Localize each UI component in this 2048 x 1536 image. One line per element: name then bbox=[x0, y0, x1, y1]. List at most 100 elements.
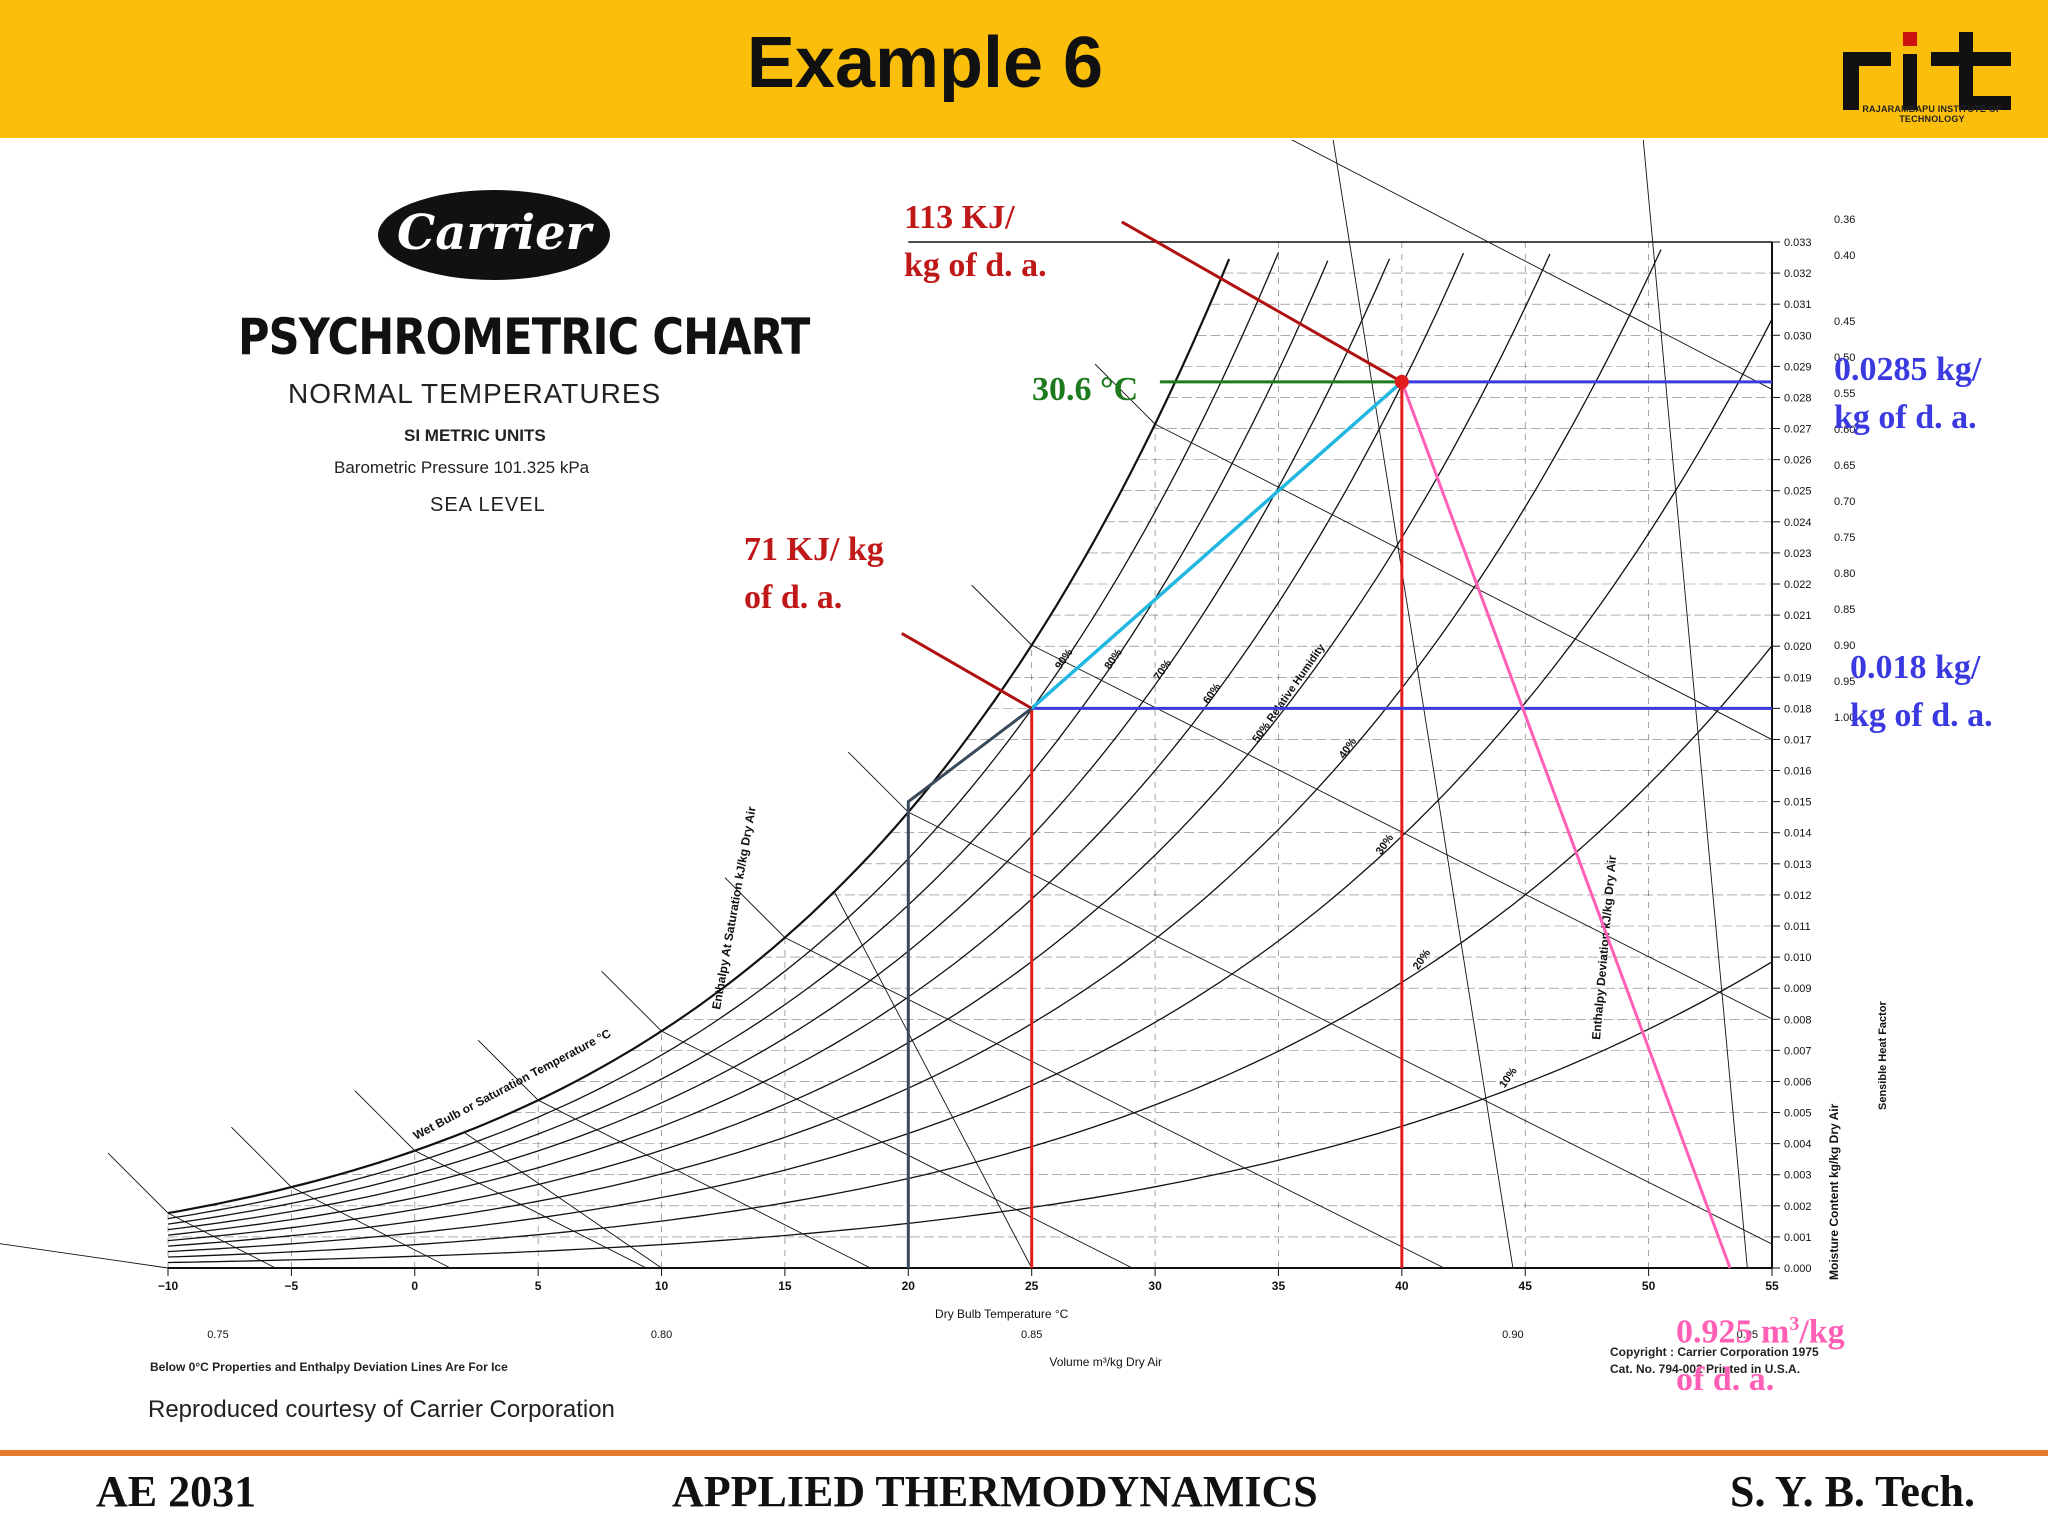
humidity-low-line2: kg of d. a. bbox=[1850, 697, 1993, 734]
shf-tick-label: 0.55 bbox=[1834, 388, 1855, 400]
y-tick-label: 0.000 bbox=[1784, 1263, 1812, 1275]
state1-enthalpy-line bbox=[900, 632, 1033, 710]
humidity-high-line1: 0.0285 kg/ bbox=[1834, 351, 1982, 388]
rh-label: 60% bbox=[1201, 681, 1224, 706]
enthalpy-low-line2: of d. a. bbox=[744, 579, 843, 616]
x-tick-label: 20 bbox=[902, 1279, 916, 1293]
axis-ticks: 0.000 0.001 0.002 0.003 0.004 0.005 0.006 0.007… bbox=[158, 214, 1889, 1321]
wet-bulb-line bbox=[167, 1212, 276, 1269]
volume-axis-label: Volume m³/kg Dry Air bbox=[1049, 1355, 1162, 1369]
humidity-high-line2: kg of d. a. bbox=[1834, 399, 1977, 436]
y-tick-label: 0.007 bbox=[1784, 1045, 1812, 1057]
shf-tick-label: 0.65 bbox=[1834, 460, 1855, 472]
header-bar: Example 6 RAJARAMBAPU INSTITUTE OF TECHN… bbox=[0, 0, 2048, 138]
rh-curve bbox=[167, 961, 1773, 1264]
x-tick-label: −10 bbox=[158, 1279, 179, 1293]
volume-line bbox=[1332, 140, 1514, 1269]
y-tick-label: 0.025 bbox=[1784, 486, 1812, 498]
x-tick-label: 30 bbox=[1148, 1279, 1162, 1293]
y-tick-label: 0.023 bbox=[1784, 548, 1812, 560]
shf-tick-label: 1.00 bbox=[1834, 712, 1855, 724]
footer-course-code: AE 2031 bbox=[96, 1467, 257, 1516]
enthalpy-extension bbox=[1094, 363, 1156, 425]
enthalpy-extension bbox=[724, 877, 786, 938]
process-line bbox=[1030, 380, 1404, 710]
x-tick-label: 15 bbox=[778, 1279, 792, 1293]
humidity-low-line1: 0.018 kg/ bbox=[1850, 649, 1981, 686]
rh-curve bbox=[167, 253, 1551, 1242]
shf-tick-label: 0.85 bbox=[1834, 604, 1855, 616]
carrier-logo-text: Carrier bbox=[397, 205, 591, 261]
y-tick-label: 0.020 bbox=[1784, 641, 1812, 653]
slide-title: Example 6 bbox=[746, 23, 1104, 103]
volume-annotation: 0.925 m3/kg of d. a. bbox=[1676, 1300, 1845, 1404]
chart-level: SEA LEVEL bbox=[430, 494, 546, 516]
x-tick-label: 45 bbox=[1519, 1279, 1533, 1293]
rh-curve bbox=[167, 260, 1329, 1225]
rh-curve bbox=[167, 258, 1391, 1231]
state2-enthalpy-line bbox=[1121, 220, 1403, 384]
footer-divider bbox=[0, 1450, 2048, 1456]
y-tick-label: 0.024 bbox=[1784, 517, 1812, 529]
y-axis-label: Moisture Content kg/kg Dry Air bbox=[1827, 1103, 1841, 1280]
x-tick-label: 10 bbox=[655, 1279, 669, 1293]
volume-lines: 0.75 0.80 0.85 0.90 0.95 Volume m³/kg Dry Air bbox=[0, 140, 1758, 1369]
shf-tick-label: 0.36 bbox=[1834, 214, 1855, 226]
dewpoint-construction bbox=[906, 707, 1033, 1268]
courtesy-note: Reproduced courtesy of Carrier Corporati… bbox=[148, 1396, 615, 1423]
wet-bulb-axis-label: Wet Bulb or Saturation Temperature °C bbox=[411, 1026, 614, 1143]
shf-tick-label: 0.95 bbox=[1834, 676, 1855, 688]
rh-label: 20% bbox=[1411, 947, 1434, 972]
volume-tick-label: 0.95 bbox=[1737, 1329, 1758, 1341]
enthalpy-high-line2: kg of d. a. bbox=[904, 247, 1047, 284]
y-tick-label: 0.027 bbox=[1784, 424, 1812, 436]
x-tick-label: 55 bbox=[1765, 1279, 1779, 1293]
enthalpy-high-line1: 113 KJ/ bbox=[904, 199, 1015, 236]
volume-value: 0.925 m bbox=[1676, 1313, 1790, 1351]
shf-tick-label: 0.45 bbox=[1834, 316, 1855, 328]
y-tick-label: 0.014 bbox=[1784, 828, 1812, 840]
rit-logo bbox=[1843, 32, 2011, 110]
copyright-line2: Cat. No. 794-002 Printed in U.S.A. bbox=[1610, 1362, 1801, 1376]
shf-tick-label: 0.60 bbox=[1834, 424, 1855, 436]
ice-note: Below 0°C Properties and Enthalpy Deviat… bbox=[150, 1360, 508, 1374]
chart-name: PSYCHROMETRIC CHART bbox=[238, 308, 810, 366]
wet-bulb-line bbox=[414, 1150, 647, 1269]
y-tick-label: 0.010 bbox=[1784, 952, 1812, 964]
y-tick-label: 0.011 bbox=[1784, 921, 1811, 933]
chart-subtitle: NORMAL TEMPERATURES bbox=[288, 378, 662, 409]
enthalpy-extension bbox=[847, 751, 909, 813]
wet-bulb-line bbox=[661, 1030, 1133, 1269]
y-tick-label: 0.003 bbox=[1784, 1170, 1812, 1182]
volume-construction-line bbox=[1400, 381, 1732, 1269]
enthalpy-extension bbox=[107, 1152, 169, 1214]
y-tick-label: 0.032 bbox=[1784, 268, 1812, 280]
shf-tick-label: 0.75 bbox=[1834, 532, 1855, 544]
shf-tick-label: 0.70 bbox=[1834, 496, 1855, 508]
y-tick-label: 0.018 bbox=[1784, 703, 1812, 715]
rh-curve bbox=[167, 318, 1773, 1253]
y-tick-label: 0.019 bbox=[1784, 672, 1812, 684]
rh-label: 50% Relative Humidity bbox=[1250, 641, 1328, 745]
humidity-high-annotation: 0.0285 kg/ kg of d. a. bbox=[1834, 346, 1981, 442]
shf-axis-label: Sensible Heat Factor bbox=[1877, 1000, 1889, 1110]
volume-line1: 0.925 m3/kg bbox=[1676, 1300, 1845, 1356]
y-tick-label: 0.009 bbox=[1784, 983, 1812, 995]
volume-line bbox=[0, 1243, 169, 1269]
wet-bulb-line bbox=[908, 811, 1773, 1245]
y-tick-label: 0.022 bbox=[1784, 579, 1812, 591]
rh-curve bbox=[167, 252, 1280, 1220]
wet-bulb-line bbox=[537, 1099, 871, 1269]
x-tick-label: 25 bbox=[1025, 1279, 1039, 1293]
x-tick-label: −5 bbox=[285, 1279, 299, 1293]
y-tick-label: 0.030 bbox=[1784, 330, 1812, 342]
volume-line2: of d. a. bbox=[1676, 1361, 1775, 1399]
shf-tick-label: 0.90 bbox=[1834, 640, 1855, 652]
enthalpy-low-line1: 71 KJ/ kg bbox=[744, 531, 884, 568]
copyright-line1: Copyright : Carrier Corporation 1975 bbox=[1610, 1345, 1819, 1359]
rh-curve bbox=[167, 249, 1662, 1247]
volume-tick-label: 0.80 bbox=[651, 1329, 672, 1341]
volume-unit: /kg bbox=[1799, 1313, 1845, 1351]
volume-line bbox=[1642, 140, 1748, 1269]
enthalpy-extension bbox=[601, 970, 662, 1032]
